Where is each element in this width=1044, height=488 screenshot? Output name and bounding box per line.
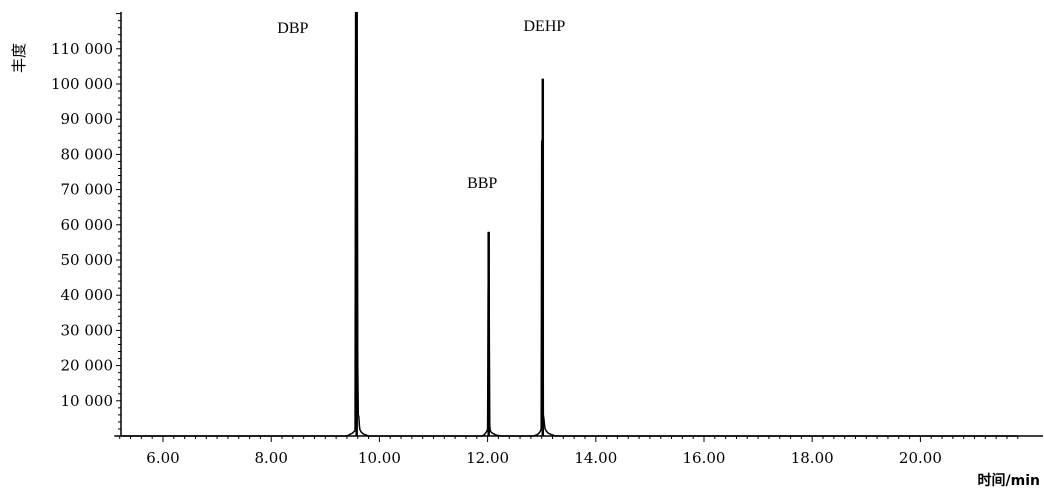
- y-tick-label: 10 000: [61, 392, 114, 410]
- x-tick-label: 18.00: [791, 449, 834, 467]
- peak-label-bbp: BBP: [467, 175, 497, 192]
- x-tick-label: 10.00: [358, 449, 401, 467]
- series-layer: [114, 11, 1018, 437]
- y-tick-label: 50 000: [61, 251, 114, 269]
- y-tick-label: 70 000: [61, 181, 114, 199]
- y-tick-label: 90 000: [61, 110, 114, 128]
- peak-label-layer: DBP BBP DEHP: [277, 18, 565, 192]
- x-axis: 6.00 8.00 10.00 12.00 14.00 16.00 18.00 20.00: [119, 435, 1043, 467]
- chromatogram-line: [114, 11, 1018, 437]
- y-tick-label: 30 000: [61, 321, 114, 339]
- y-tick-label: 80 000: [61, 145, 114, 163]
- y-tick-label: 100 000: [51, 75, 113, 93]
- y-axis: 10 000 20 000 30 000 40 000 50 000 60 000 70 0…: [51, 12, 122, 436]
- x-tick-label: 6.00: [146, 449, 179, 467]
- x-tick-label: 14.00: [574, 449, 617, 467]
- x-tick-label: 20.00: [899, 449, 942, 467]
- peak-label-dehp: DEHP: [524, 18, 566, 35]
- x-tick-label: 16.00: [683, 449, 726, 467]
- y-tick-label: 40 000: [61, 286, 114, 304]
- y-tick-label: 20 000: [61, 357, 114, 375]
- y-axis-title: 丰度: [10, 43, 28, 73]
- x-tick-label: 12.00: [466, 449, 509, 467]
- x-axis-title: 时间/min: [978, 472, 1040, 488]
- y-tick-label: 60 000: [61, 216, 114, 234]
- peak-label-dbp: DBP: [277, 20, 308, 37]
- x-tick-label: 8.00: [254, 449, 287, 467]
- y-tick-label: 110 000: [51, 40, 113, 58]
